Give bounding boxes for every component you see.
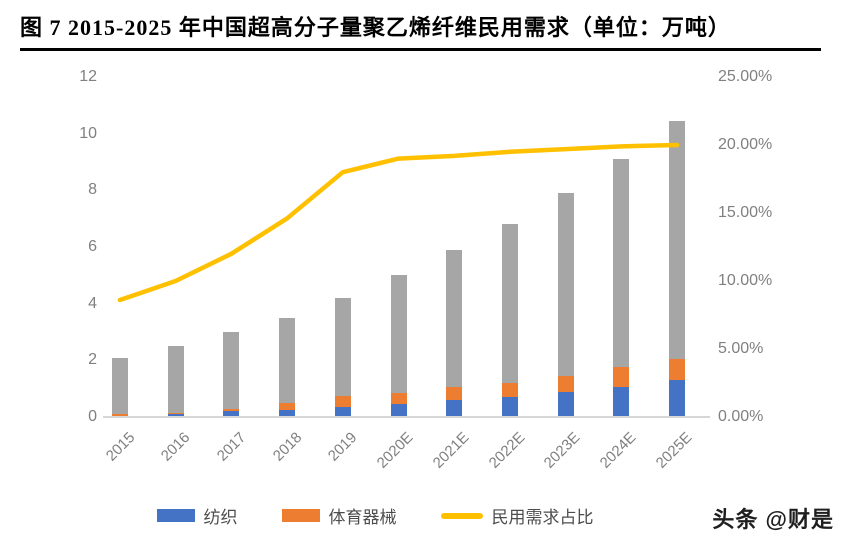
sports-equipment-swatch-icon (281, 509, 320, 522)
title-underline (20, 48, 821, 51)
bar-segment-sports-equipment (111, 414, 128, 416)
bar-segment-gray (390, 275, 407, 393)
bar-segment-textile (279, 409, 296, 417)
bar-segment-gray (279, 317, 296, 403)
x-axis-label: 2023E (541, 429, 584, 472)
legend-item-demand-share: 民用需求占比 (440, 503, 594, 528)
bar-segment-textile (501, 397, 518, 417)
legend-label-demand-share: 民用需求占比 (491, 508, 594, 527)
right-axis: 0.00% 5.00% 10.00% 15.00% 20.00% 25.00% (718, 68, 808, 425)
bar-segment-sports-equipment (390, 392, 407, 405)
bar-segment-gray (167, 346, 184, 413)
bar-segment-gray (111, 357, 128, 415)
left-axis-tick: 6 (88, 238, 97, 255)
bar-segment-sports-equipment (167, 412, 184, 415)
bar-segment-gray (446, 249, 463, 388)
left-axis-tick: 2 (88, 351, 97, 369)
bar-segment-textile (446, 400, 463, 417)
x-axis-label: 2016 (157, 429, 194, 465)
right-axis-tick: 0.00% (718, 408, 764, 425)
left-axis-tick: 8 (88, 181, 97, 199)
legend-label-sports-equipment: 体育器械 (328, 508, 397, 527)
left-axis-tick: 12 (79, 68, 97, 85)
left-axis-tick: 0 (88, 408, 97, 425)
bar-segment-sports-equipment (223, 408, 240, 412)
bar-segment-textile (613, 387, 630, 417)
figure-title: 图 7 2015-2025 年中国超高分子量聚乙烯纤维民用需求（单位：万吨） (20, 15, 731, 40)
legend-item-sports-equipment: 体育器械 (281, 503, 397, 528)
bar-segment-gray (557, 193, 574, 376)
demand-share-line-swatch-icon (440, 512, 483, 519)
bar-segment-sports-equipment (613, 367, 630, 388)
bars-layer (92, 77, 705, 417)
x-axis-label: 2025E (652, 429, 696, 472)
bar-segment-sports-equipment (501, 383, 518, 398)
left-axis: 0 2 4 6 8 10 12 (0, 68, 97, 425)
right-axis-tick: 10.00% (718, 272, 773, 289)
x-axis-labels: 2015 2016 2017 2018 2019 2020E 2021E 2022E 2023E… (92, 421, 705, 486)
bar-segment-sports-equipment (557, 375, 574, 392)
x-axis-label: 2019 (325, 429, 361, 465)
right-axis-tick: 20.00% (718, 136, 773, 153)
bar-segment-textile (334, 407, 351, 417)
bar-segment-gray (501, 224, 518, 383)
textile-swatch-icon (156, 509, 195, 522)
x-axis-label: 2020E (373, 429, 417, 472)
bar-segment-gray (334, 298, 351, 396)
x-axis-label: 2018 (269, 429, 306, 465)
legend-label-textile: 纺织 (203, 508, 238, 527)
legend: 纺织 体育器械 民用需求占比 (0, 503, 750, 528)
bar-segment-textile (167, 414, 184, 417)
left-axis-tick: 10 (79, 124, 97, 142)
legend-item-textile: 纺织 (156, 503, 238, 528)
bar-segment-gray (613, 159, 630, 368)
bar-segment-textile (223, 411, 240, 417)
x-axis-label: 2022E (485, 429, 528, 472)
x-axis-label: 2017 (213, 429, 250, 465)
bar-segment-sports-equipment (334, 395, 351, 408)
bar-segment-gray (669, 120, 686, 359)
bar-segment-textile (669, 380, 686, 417)
left-axis-tick: 4 (88, 294, 97, 312)
plot-area (92, 77, 705, 417)
bar-segment-sports-equipment (446, 387, 463, 400)
bar-segment-sports-equipment (669, 358, 686, 381)
x-axis-label: 2015 (102, 429, 138, 465)
x-axis-line (103, 416, 710, 418)
bar-segment-sports-equipment (279, 402, 296, 410)
x-axis-label: 2021E (429, 429, 473, 472)
right-axis-tick: 5.00% (718, 340, 764, 357)
bar-segment-textile (390, 404, 407, 417)
bar-segment-textile (557, 391, 574, 417)
demand-share-line-layer (117, 142, 680, 303)
right-axis-tick: 15.00% (718, 204, 773, 221)
x-axis-label: 2024E (596, 429, 640, 472)
demand-share-polyline (117, 142, 680, 303)
watermark: 头条 @财是 (712, 507, 834, 532)
bar-segment-gray (223, 332, 240, 409)
right-axis-tick: 25.00% (718, 68, 773, 85)
